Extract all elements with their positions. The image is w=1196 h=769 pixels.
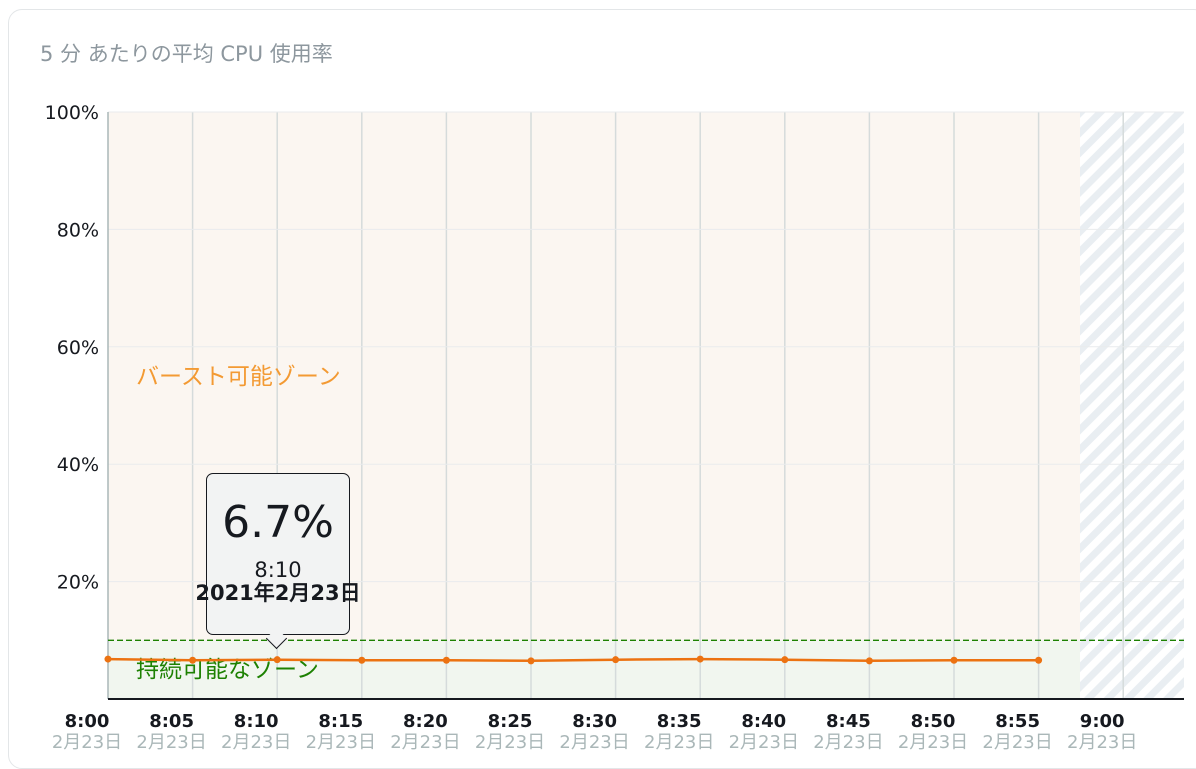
data-point bbox=[527, 657, 535, 665]
future-hatched-region bbox=[1080, 112, 1184, 699]
x-tick-date-label: 2月23日 bbox=[982, 732, 1052, 753]
x-tick-date-label: 2月23日 bbox=[52, 732, 122, 753]
x-tick-date-label: 2月23日 bbox=[475, 732, 545, 753]
data-point bbox=[612, 656, 620, 664]
x-tick-date-label: 2月23日 bbox=[729, 732, 799, 753]
sustainable-zone-label: 持続可能なゾーン bbox=[136, 657, 319, 683]
y-tick-label: 60% bbox=[57, 337, 99, 359]
data-point bbox=[950, 656, 958, 664]
x-tick-time-label: 8:10 bbox=[234, 711, 279, 732]
data-point bbox=[273, 656, 281, 664]
x-tick-date-label: 2月23日 bbox=[644, 732, 714, 753]
data-point bbox=[865, 657, 873, 665]
tooltip-time: 8:10 bbox=[254, 558, 302, 582]
data-point-tooltip: 6.7% 8:10 2021年2月23日 bbox=[195, 473, 361, 635]
data-point bbox=[189, 656, 197, 664]
x-tick-time-label: 8:05 bbox=[149, 711, 194, 732]
x-tick-time-label: 8:30 bbox=[572, 711, 617, 732]
data-point bbox=[358, 656, 366, 664]
x-tick-time-label: 8:45 bbox=[826, 711, 871, 732]
x-tick-time-label: 9:00 bbox=[1080, 711, 1125, 732]
y-tick-label: 20% bbox=[57, 572, 99, 594]
x-tick-time-label: 8:50 bbox=[911, 711, 956, 732]
x-tick-time-label: 8:15 bbox=[318, 711, 363, 732]
x-tick-time-label: 8:40 bbox=[741, 711, 786, 732]
data-point bbox=[104, 655, 112, 663]
x-tick-date-label: 2月23日 bbox=[221, 732, 291, 753]
chart-title: 5 分 あたりの平均 CPU 使用率 bbox=[40, 42, 333, 66]
x-tick-date-label: 2月23日 bbox=[813, 732, 883, 753]
data-point bbox=[442, 656, 450, 664]
x-tick-time-label: 8:00 bbox=[65, 711, 110, 732]
y-tick-label: 100% bbox=[45, 102, 99, 124]
x-tick-date-label: 2月23日 bbox=[559, 732, 629, 753]
cpu-series-line bbox=[107, 657, 1039, 663]
data-point bbox=[696, 655, 704, 663]
x-tick-date-label: 2月23日 bbox=[390, 732, 460, 753]
burstable-zone-label: バースト可能ゾーン bbox=[136, 364, 341, 390]
x-tick-time-label: 8:35 bbox=[657, 711, 702, 732]
sustainable-zone-band bbox=[108, 640, 1080, 699]
x-tick-date-label: 2月23日 bbox=[1067, 732, 1137, 753]
x-tick-time-label: 8:25 bbox=[488, 711, 533, 732]
x-tick-date-label: 2月23日 bbox=[898, 732, 968, 753]
data-point bbox=[1035, 656, 1043, 664]
x-tick-time-label: 8:20 bbox=[403, 711, 448, 732]
tooltip-value: 6.7% bbox=[222, 497, 334, 548]
x-tick-date-label: 2月23日 bbox=[136, 732, 206, 753]
y-tick-label: 40% bbox=[57, 454, 99, 476]
tooltip-date: 2021年2月23日 bbox=[195, 581, 361, 605]
y-tick-label: 80% bbox=[57, 219, 99, 241]
x-tick-time-label: 8:55 bbox=[995, 711, 1040, 732]
x-tick-date-label: 2月23日 bbox=[306, 732, 376, 753]
data-point bbox=[781, 656, 789, 664]
